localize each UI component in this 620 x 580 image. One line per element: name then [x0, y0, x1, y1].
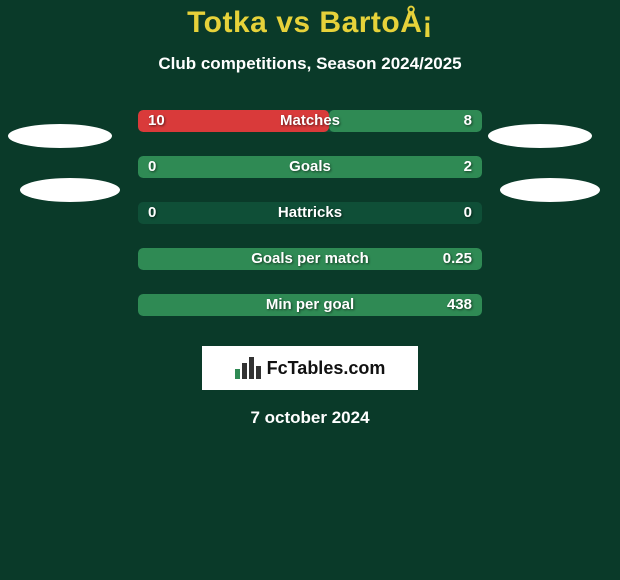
- stat-label: Goals per match: [138, 248, 482, 270]
- stat-row: Goals per match0.25: [138, 248, 482, 270]
- player-left-avatar-bottom: [20, 178, 120, 202]
- page-title: Totka vs BartoÅ¡: [0, 0, 620, 40]
- stat-value-left: 10: [148, 110, 165, 132]
- stat-label: Goals: [138, 156, 482, 178]
- logo-text: FcTables.com: [267, 358, 386, 379]
- stat-label: Matches: [138, 110, 482, 132]
- stat-label: Min per goal: [138, 294, 482, 316]
- player-left-avatar-top: [8, 124, 112, 148]
- stat-value-right: 8: [464, 110, 472, 132]
- stat-value-left: 0: [148, 156, 156, 178]
- stat-value-left: 0: [148, 202, 156, 224]
- stat-value-right: 0.25: [443, 248, 472, 270]
- bar-chart-icon: [235, 357, 261, 379]
- stat-row: Hattricks0 0: [138, 202, 482, 224]
- page-subtitle: Club competitions, Season 2024/2025: [0, 54, 620, 74]
- logo: FcTables.com: [202, 346, 418, 390]
- stat-value-right: 2: [464, 156, 472, 178]
- stat-value-right: 438: [447, 294, 472, 316]
- stat-row: Min per goal438: [138, 294, 482, 316]
- footer-date: 7 october 2024: [0, 408, 620, 428]
- player-right-avatar-bottom: [500, 178, 600, 202]
- stat-value-right: 0: [464, 202, 472, 224]
- stat-label: Hattricks: [138, 202, 482, 224]
- stat-row: Goals0 2: [138, 156, 482, 178]
- player-right-avatar-top: [488, 124, 592, 148]
- stat-row: Matches10 8: [138, 110, 482, 132]
- stats-bars: Matches108Goals02Hattricks00Goals per ma…: [138, 110, 482, 316]
